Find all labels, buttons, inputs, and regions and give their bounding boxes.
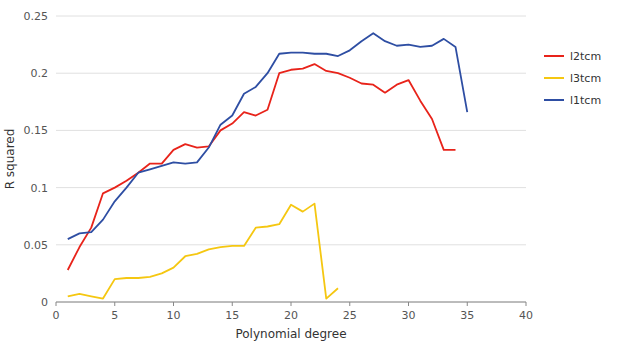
y-tick-label: 0.15 (24, 124, 49, 137)
x-tick (467, 302, 468, 306)
x-tick-label: 25 (343, 309, 357, 322)
legend-swatch (544, 55, 564, 57)
y-tick-label: 0.2 (31, 67, 49, 80)
x-tick-label: 20 (284, 309, 298, 322)
legend: l2tcm l3tcm l1tcm (544, 50, 601, 107)
y-tick-label: 0.1 (31, 182, 49, 195)
x-tick (173, 302, 174, 306)
x-tick-label: 30 (402, 309, 416, 322)
x-tick-label: 0 (53, 309, 60, 322)
y-tick-label: 0.25 (24, 10, 49, 23)
x-tick (291, 302, 292, 306)
y-axis-label: R squared (3, 129, 17, 190)
x-tick-label: 35 (460, 309, 474, 322)
y-tick-label: 0.05 (24, 239, 49, 252)
legend-swatch (544, 77, 564, 79)
x-tick-label: 40 (519, 309, 533, 322)
x-tick-label: 10 (167, 309, 181, 322)
grid-line (56, 73, 526, 74)
x-tick (349, 302, 350, 306)
x-tick-label: 5 (111, 309, 118, 322)
grid-line (56, 16, 526, 17)
chart: 0 0.05 0.1 0.15 0.2 0.25 0 5 10 15 20 25 30 35 40 Polyn… (0, 0, 621, 346)
legend-label: l3tcm (570, 72, 601, 85)
x-axis-label: Polynomial degree (235, 327, 346, 341)
x-tick (114, 302, 115, 306)
legend-label: l1tcm (570, 94, 601, 107)
x-tick (526, 302, 527, 306)
x-tick (232, 302, 233, 306)
x-tick (408, 302, 409, 306)
legend-label: l2tcm (570, 50, 601, 63)
x-tick (56, 302, 57, 306)
y-grid (56, 16, 526, 302)
series-line (68, 33, 468, 239)
grid-line (56, 244, 526, 245)
legend-swatch (544, 99, 564, 101)
y-tick-label: 0 (41, 296, 48, 309)
series-line (68, 204, 338, 299)
series-line (68, 64, 456, 270)
grid-line (56, 130, 526, 131)
lines (68, 33, 468, 298)
x-tick-label: 15 (225, 309, 239, 322)
